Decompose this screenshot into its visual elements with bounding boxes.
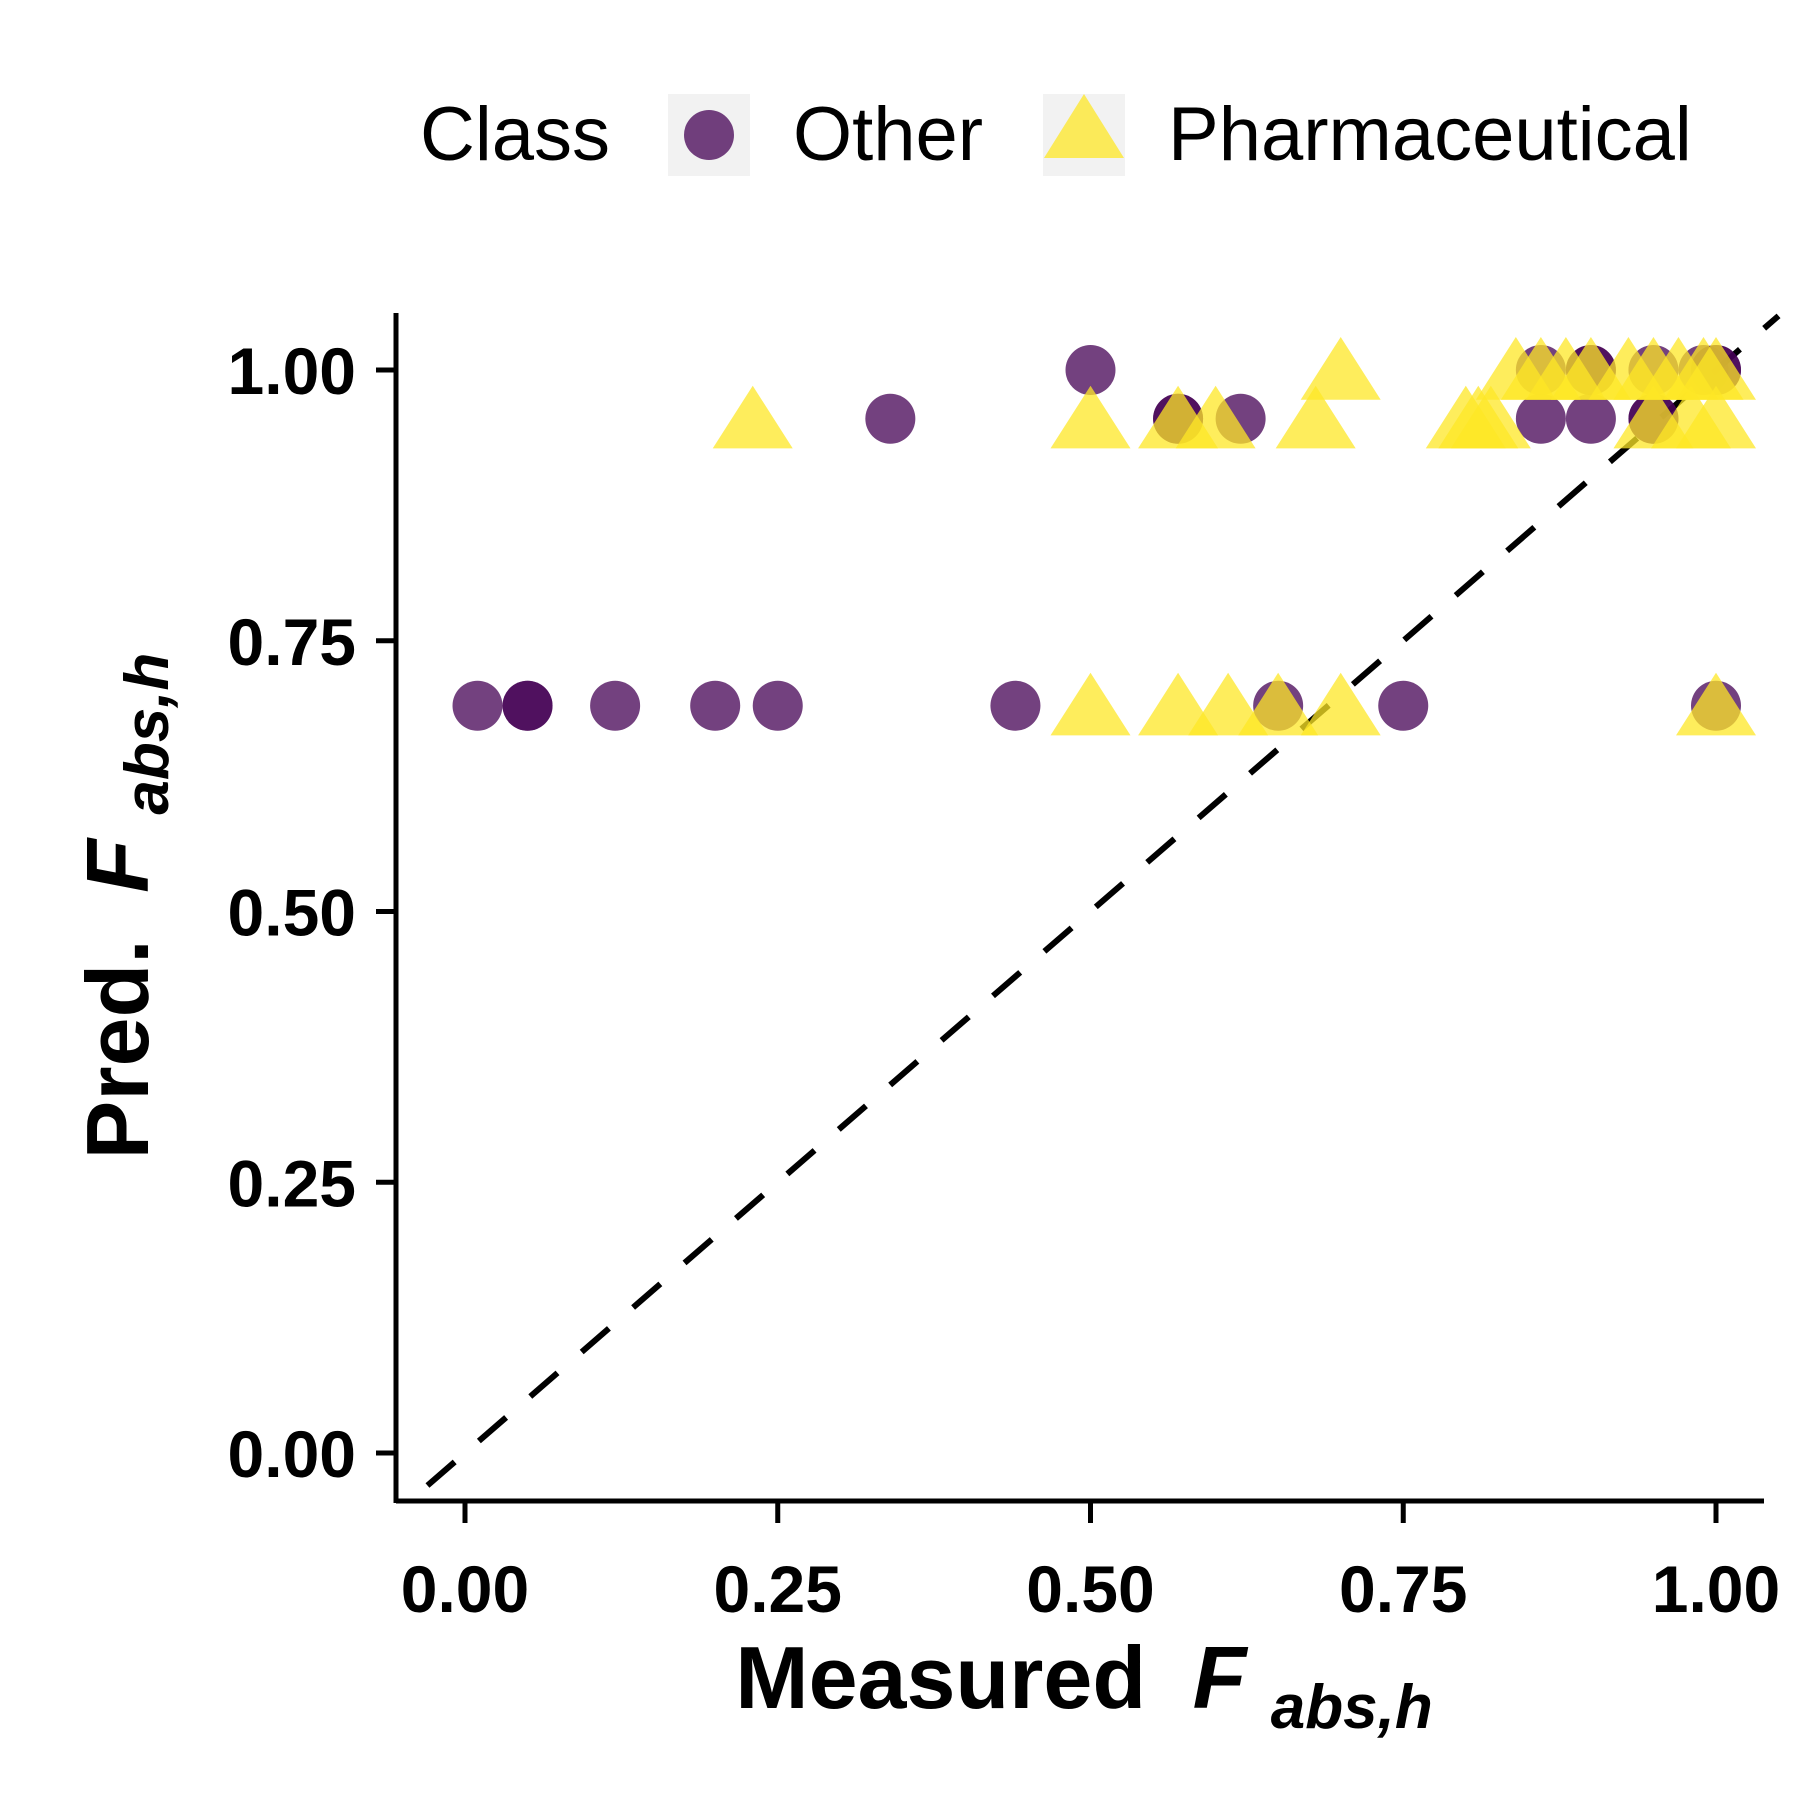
point-other — [1565, 393, 1616, 444]
point-pharmaceutical — [1050, 385, 1131, 449]
point-pharmaceutical — [1450, 385, 1531, 449]
y-axis-title: Pred. F abs,h — [68, 653, 182, 1160]
point-other — [865, 393, 916, 444]
point-pharmaceutical — [1300, 337, 1381, 400]
point-pharmaceutical — [1676, 337, 1756, 400]
x-axis-title-prefix: Measured — [735, 1628, 1146, 1727]
y-tick-label: 0.00 — [228, 1417, 356, 1491]
x-tick-label: 1.00 — [1652, 1552, 1780, 1626]
x-tick-label: 0.00 — [401, 1552, 529, 1626]
x-axis-ticks: 0.00 0.25 0.50 0.75 1.00 — [401, 1503, 1780, 1626]
y-tick-label: 0.25 — [228, 1146, 356, 1220]
data-points — [452, 337, 1756, 736]
y-axis-title-prefix: Pred. — [68, 939, 167, 1159]
point-pharmaceutical — [1238, 672, 1319, 736]
point-other — [452, 680, 503, 731]
x-tick-label: 0.75 — [1339, 1552, 1467, 1626]
x-tick-label: 0.50 — [1026, 1552, 1154, 1626]
y-tick-label: 0.75 — [228, 605, 356, 679]
point-other — [1378, 680, 1429, 731]
y-tick-label: 0.50 — [228, 876, 356, 950]
point-pharmaceutical — [1050, 672, 1131, 736]
legend-label-other: Other — [793, 92, 983, 177]
legend-title: Class — [420, 92, 610, 177]
point-pharmaceutical — [712, 385, 793, 449]
point-pharmaceutical — [1676, 672, 1756, 736]
point-other — [502, 680, 553, 731]
point-pharmaceutical — [1275, 385, 1356, 449]
point-other — [1515, 393, 1566, 444]
point-pharmaceutical — [1138, 672, 1219, 736]
x-tick-label: 0.25 — [714, 1552, 842, 1626]
y-axis-title-symbol: F — [68, 837, 167, 893]
x-axis-title: Measured F abs,h — [735, 1628, 1432, 1742]
x-axis-title-symbol: F — [1193, 1628, 1249, 1727]
identity-reference-line — [425, 313, 1781, 1488]
y-tick-label: 1.00 — [228, 334, 356, 408]
point-other — [590, 680, 641, 731]
point-other — [690, 680, 741, 731]
y-axis-ticks: 0.00 0.25 0.50 0.75 1.00 — [228, 334, 396, 1491]
point-other — [752, 680, 803, 731]
series-pharmaceutical — [712, 337, 1756, 736]
legend-key-other-icon — [684, 110, 734, 160]
legend-label-pharmaceutical: Pharmaceutical — [1168, 92, 1692, 177]
y-axis-title-subscript: abs,h — [113, 653, 182, 815]
point-pharmaceutical — [1188, 672, 1269, 736]
point-other — [990, 680, 1041, 731]
legend-key-pharmaceutical-icon — [1044, 94, 1124, 158]
point-other — [1065, 345, 1116, 395]
legend: Class Other Pharmaceutical — [420, 92, 1692, 177]
point-pharmaceutical — [1676, 385, 1756, 449]
point-pharmaceutical — [1300, 672, 1381, 736]
point-pharmaceutical — [1175, 385, 1256, 449]
x-axis-title-subscript: abs,h — [1271, 1673, 1433, 1742]
